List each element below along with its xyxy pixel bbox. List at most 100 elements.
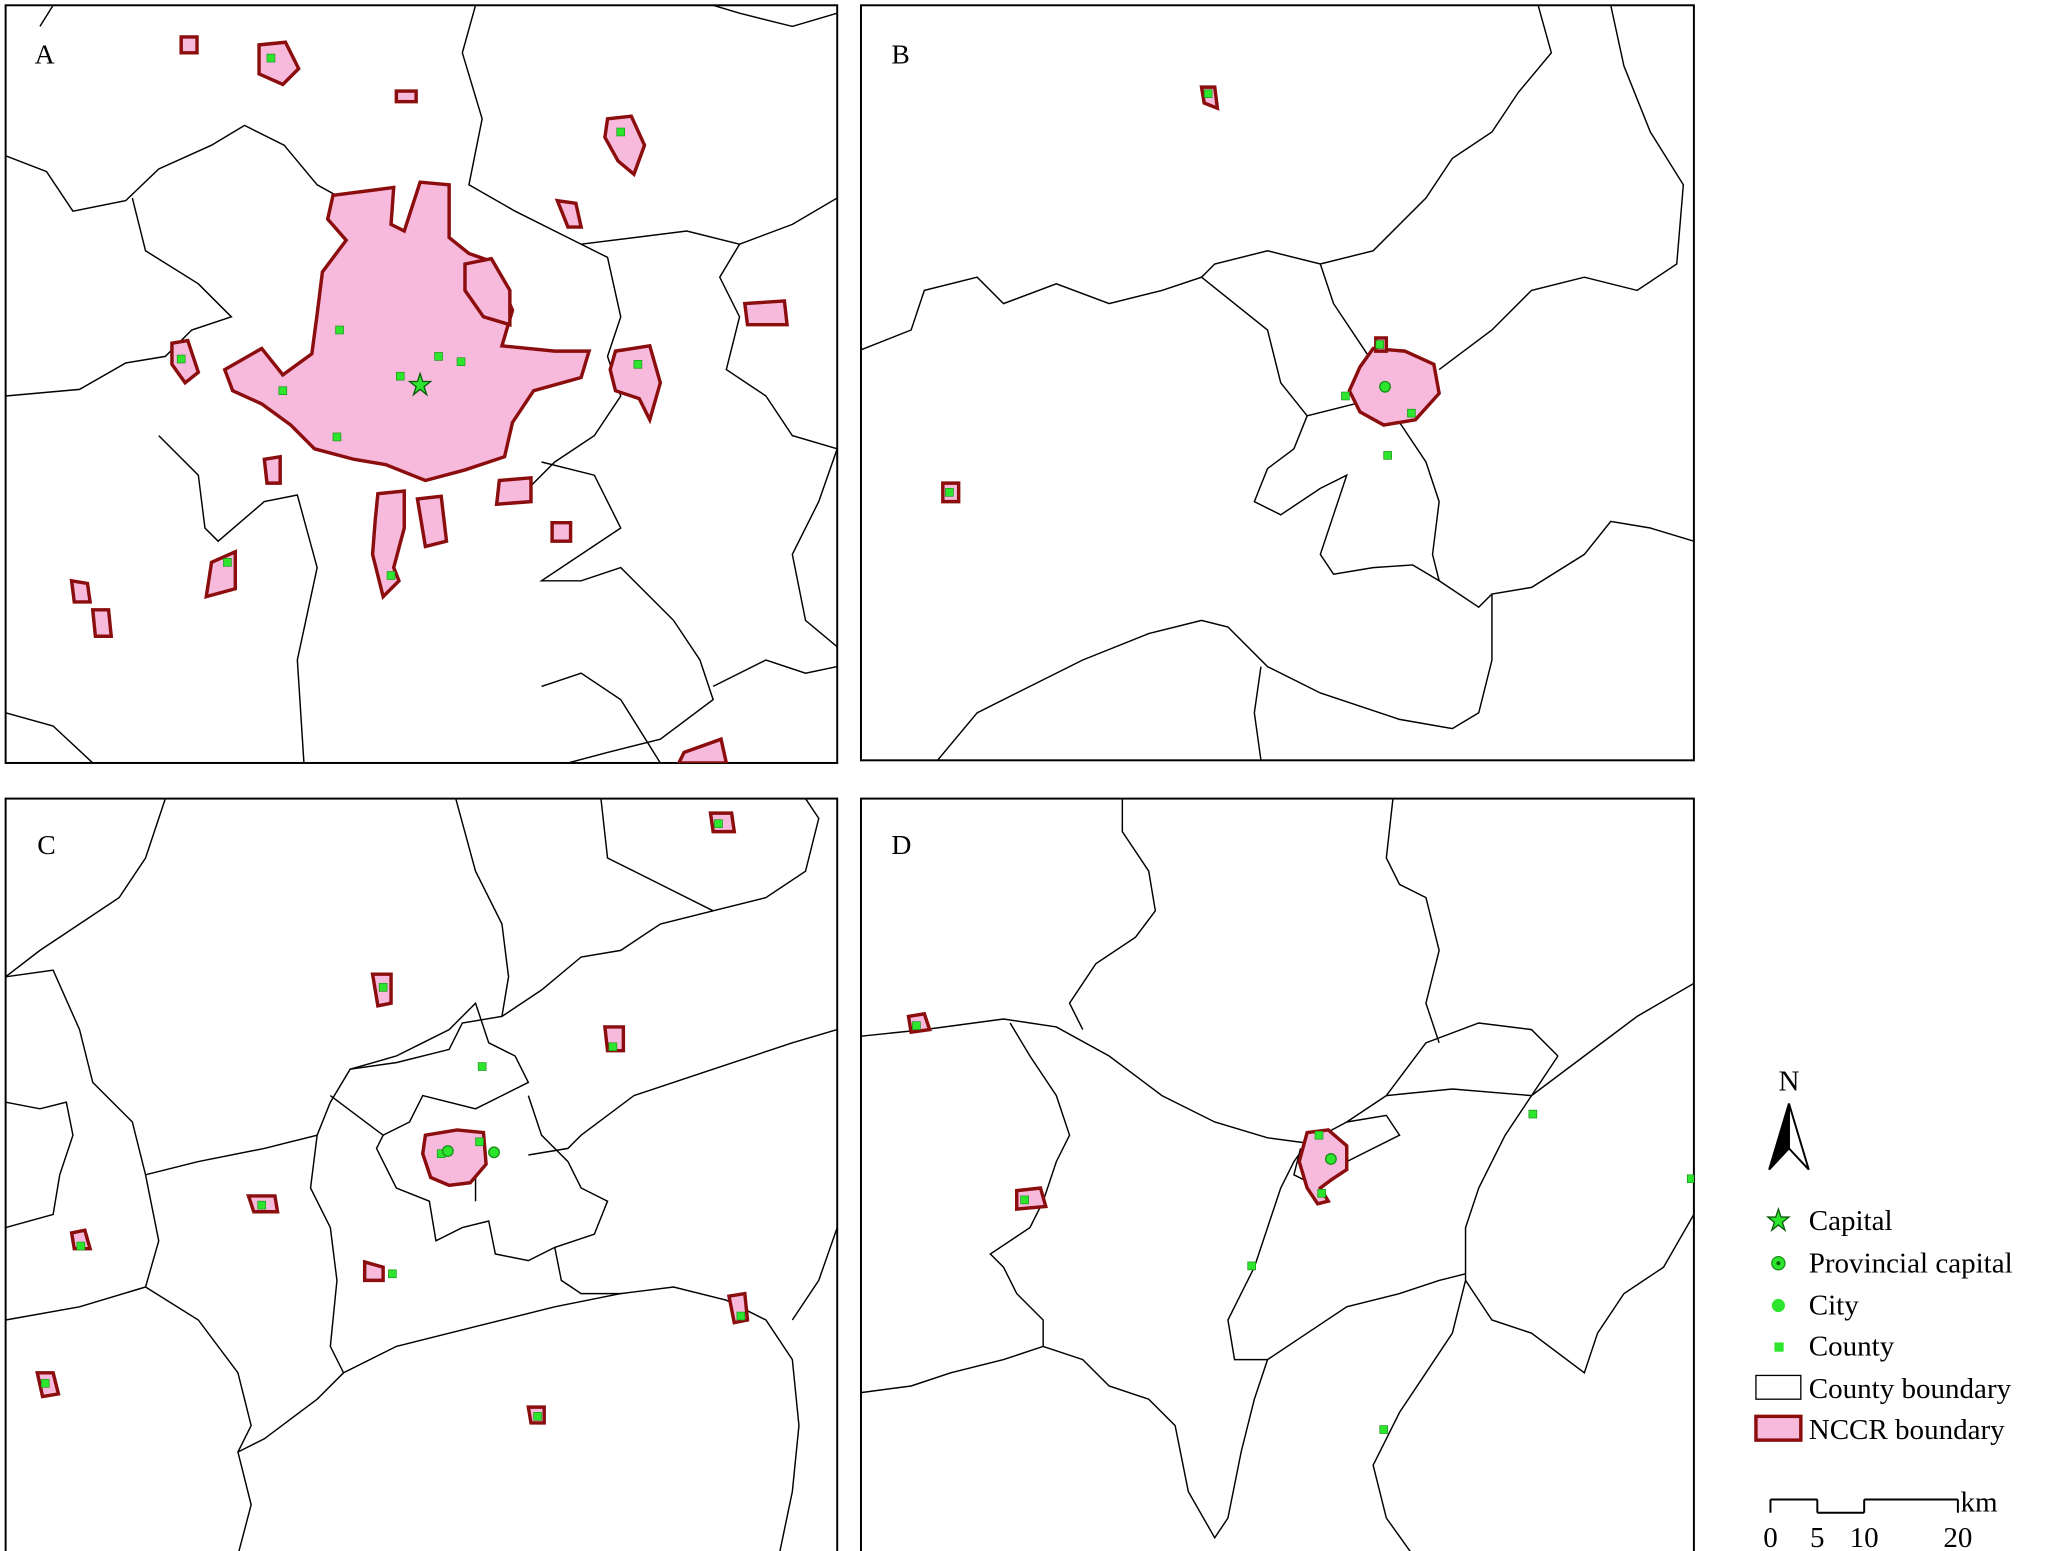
county-boundary bbox=[528, 1028, 838, 1295]
county-point bbox=[223, 558, 232, 567]
county-point bbox=[266, 53, 276, 63]
panel-frame bbox=[4, 797, 839, 1551]
county-boundary bbox=[712, 5, 838, 28]
north-label: N bbox=[1778, 1065, 1799, 1097]
nccr-boundary bbox=[90, 608, 114, 638]
nccr-boundary bbox=[222, 180, 592, 483]
county-boundary bbox=[1438, 5, 1685, 371]
panel-d bbox=[860, 798, 1694, 1551]
nccr-boundary bbox=[370, 489, 406, 600]
nccr-boundary bbox=[69, 1228, 93, 1251]
panel-label: A bbox=[35, 38, 55, 69]
county-point bbox=[714, 819, 723, 828]
county-boundary bbox=[1319, 263, 1374, 364]
county-point bbox=[633, 360, 643, 369]
county-point bbox=[378, 983, 388, 992]
panel-frame bbox=[859, 4, 1695, 762]
county-boundary bbox=[1372, 1055, 1559, 1551]
county-boundary bbox=[581, 230, 740, 245]
nccr-boundary bbox=[550, 521, 573, 543]
nccr-boundary bbox=[257, 40, 301, 87]
county-point bbox=[736, 1311, 746, 1321]
county-boundary bbox=[501, 798, 820, 1018]
county-boundary bbox=[158, 435, 318, 763]
county-boundary bbox=[461, 5, 622, 489]
county-point bbox=[176, 53, 643, 580]
county-boundary bbox=[1398, 421, 1440, 581]
nccr-boundary bbox=[554, 198, 584, 229]
county-point bbox=[912, 1021, 1694, 1434]
county-boundary bbox=[1042, 1273, 1466, 1540]
county-boundary bbox=[936, 594, 1493, 761]
nccr-boundary bbox=[1347, 346, 1441, 427]
county-point bbox=[477, 1062, 487, 1071]
city-marker bbox=[441, 1145, 454, 1157]
county-boundary bbox=[860, 5, 1553, 351]
panel-label: B bbox=[891, 38, 910, 69]
county-boundary bbox=[860, 982, 1694, 1144]
county-point bbox=[475, 1137, 484, 1147]
county-point bbox=[335, 325, 344, 335]
legend-symbol bbox=[1776, 1261, 1781, 1266]
city-marker bbox=[488, 1146, 500, 1159]
county-point bbox=[1203, 89, 1213, 99]
scale-unit: km bbox=[1961, 1486, 1999, 1518]
scale-bar-line bbox=[1770, 1498, 1958, 1514]
county-point bbox=[396, 371, 405, 381]
county-boundary bbox=[860, 798, 1694, 1551]
scale-tick-label: 5 bbox=[1810, 1522, 1825, 1551]
panel-a bbox=[5, 5, 838, 763]
county-point bbox=[1383, 451, 1392, 460]
north-arrow bbox=[1787, 1103, 1810, 1171]
legend-symbol bbox=[1771, 1298, 1785, 1313]
nccr-boundary bbox=[608, 343, 663, 425]
panel-label: D bbox=[891, 829, 911, 860]
legend: N Capital Provincial capital City County Cou… bbox=[1754, 1065, 2013, 1551]
county-point bbox=[1247, 1261, 1256, 1271]
scale-bar: 0 5 10 20 km bbox=[1763, 1486, 1998, 1551]
county-point bbox=[456, 357, 466, 366]
legend-label: County bbox=[1809, 1331, 1895, 1363]
county-boundary bbox=[1464, 1214, 1694, 1374]
county-point bbox=[1317, 1188, 1326, 1198]
legend-label: Provincial capital bbox=[1809, 1247, 2013, 1279]
scale-tick-label: 10 bbox=[1850, 1522, 1879, 1551]
county-boundary bbox=[860, 5, 1694, 761]
nccr-boundary bbox=[420, 1128, 488, 1188]
county-point bbox=[1407, 408, 1416, 418]
city-marker bbox=[1324, 1153, 1337, 1165]
legend-label: City bbox=[1809, 1290, 1859, 1322]
panel-label: C bbox=[37, 829, 55, 860]
nccr-boundary bbox=[262, 454, 282, 485]
county-point bbox=[912, 1021, 921, 1030]
nccr-boundary bbox=[179, 35, 199, 55]
panel-a: A bbox=[4, 4, 839, 764]
legend-symbol bbox=[1754, 1414, 1803, 1442]
county-boundary bbox=[1201, 276, 1361, 417]
county-point bbox=[1020, 1195, 1029, 1205]
panel-c: C bbox=[4, 797, 839, 1551]
county-boundary bbox=[5, 798, 838, 1551]
county-boundary bbox=[375, 1095, 609, 1262]
legend-label: Capital bbox=[1809, 1205, 1893, 1237]
county-point bbox=[332, 432, 342, 442]
panel-b bbox=[860, 5, 1694, 761]
nccr-boundary bbox=[415, 494, 449, 549]
county-boundary bbox=[5, 197, 233, 397]
county-point bbox=[40, 1379, 50, 1388]
county-boundary bbox=[5, 5, 342, 213]
county-point bbox=[176, 354, 186, 364]
nccr-boundary bbox=[394, 89, 418, 104]
county-boundary bbox=[5, 1174, 252, 1551]
county-point bbox=[616, 127, 626, 137]
county-boundary bbox=[539, 461, 714, 763]
county-boundary bbox=[5, 798, 167, 978]
panel-b: B bbox=[859, 4, 1695, 762]
county-point bbox=[608, 1042, 618, 1052]
panel-frame bbox=[859, 797, 1695, 1551]
county-point bbox=[257, 1200, 266, 1210]
legend-symbol bbox=[1755, 1374, 1802, 1400]
county-boundary bbox=[718, 197, 838, 450]
county-point bbox=[1686, 1174, 1694, 1184]
